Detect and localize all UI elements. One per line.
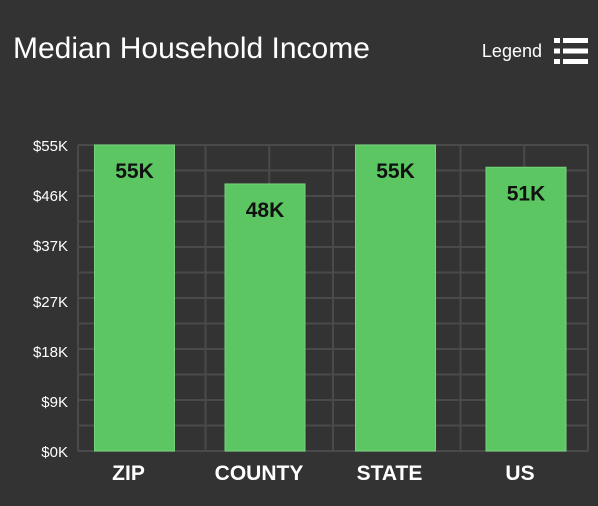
x-tick-label-county: COUNTY xyxy=(215,462,304,485)
y-tick-label: $27K xyxy=(33,294,68,311)
y-tick-label: $9K xyxy=(41,394,68,411)
y-tick-label: $18K xyxy=(33,344,68,361)
y-tick-label: $0K xyxy=(41,444,68,461)
y-tick-label: $37K xyxy=(33,238,68,255)
x-axis: ZIP COUNTY STATE US xyxy=(112,462,534,485)
data-label-zip: 55K xyxy=(115,160,154,183)
bar-zip xyxy=(94,144,175,452)
bar-series xyxy=(94,144,567,452)
legend-toggle-button[interactable]: Legend xyxy=(482,38,588,64)
x-tick-label-us: US xyxy=(505,462,534,485)
data-labels: 55K 48K 55K 51K xyxy=(115,160,545,222)
legend-label: Legend xyxy=(481,40,542,61)
bar-us xyxy=(485,166,567,452)
chart-header: Median Household Income Legend xyxy=(0,0,598,90)
x-tick-label-state: STATE xyxy=(357,462,423,485)
y-tick-label: $46K xyxy=(33,188,68,205)
data-label-state: 55K xyxy=(376,160,415,183)
bar-county xyxy=(224,183,306,452)
data-label-county: 48K xyxy=(246,199,285,222)
list-icon xyxy=(554,38,588,64)
data-label-us: 51K xyxy=(507,182,546,205)
chart-title: Median Household Income xyxy=(13,32,370,65)
bar-state xyxy=(355,144,436,452)
x-tick-label-zip: ZIP xyxy=(112,462,145,485)
y-axis: $0K $9K $18K $27K $37K $46K $55K xyxy=(33,138,68,461)
y-tick-label: $55K xyxy=(33,138,68,155)
